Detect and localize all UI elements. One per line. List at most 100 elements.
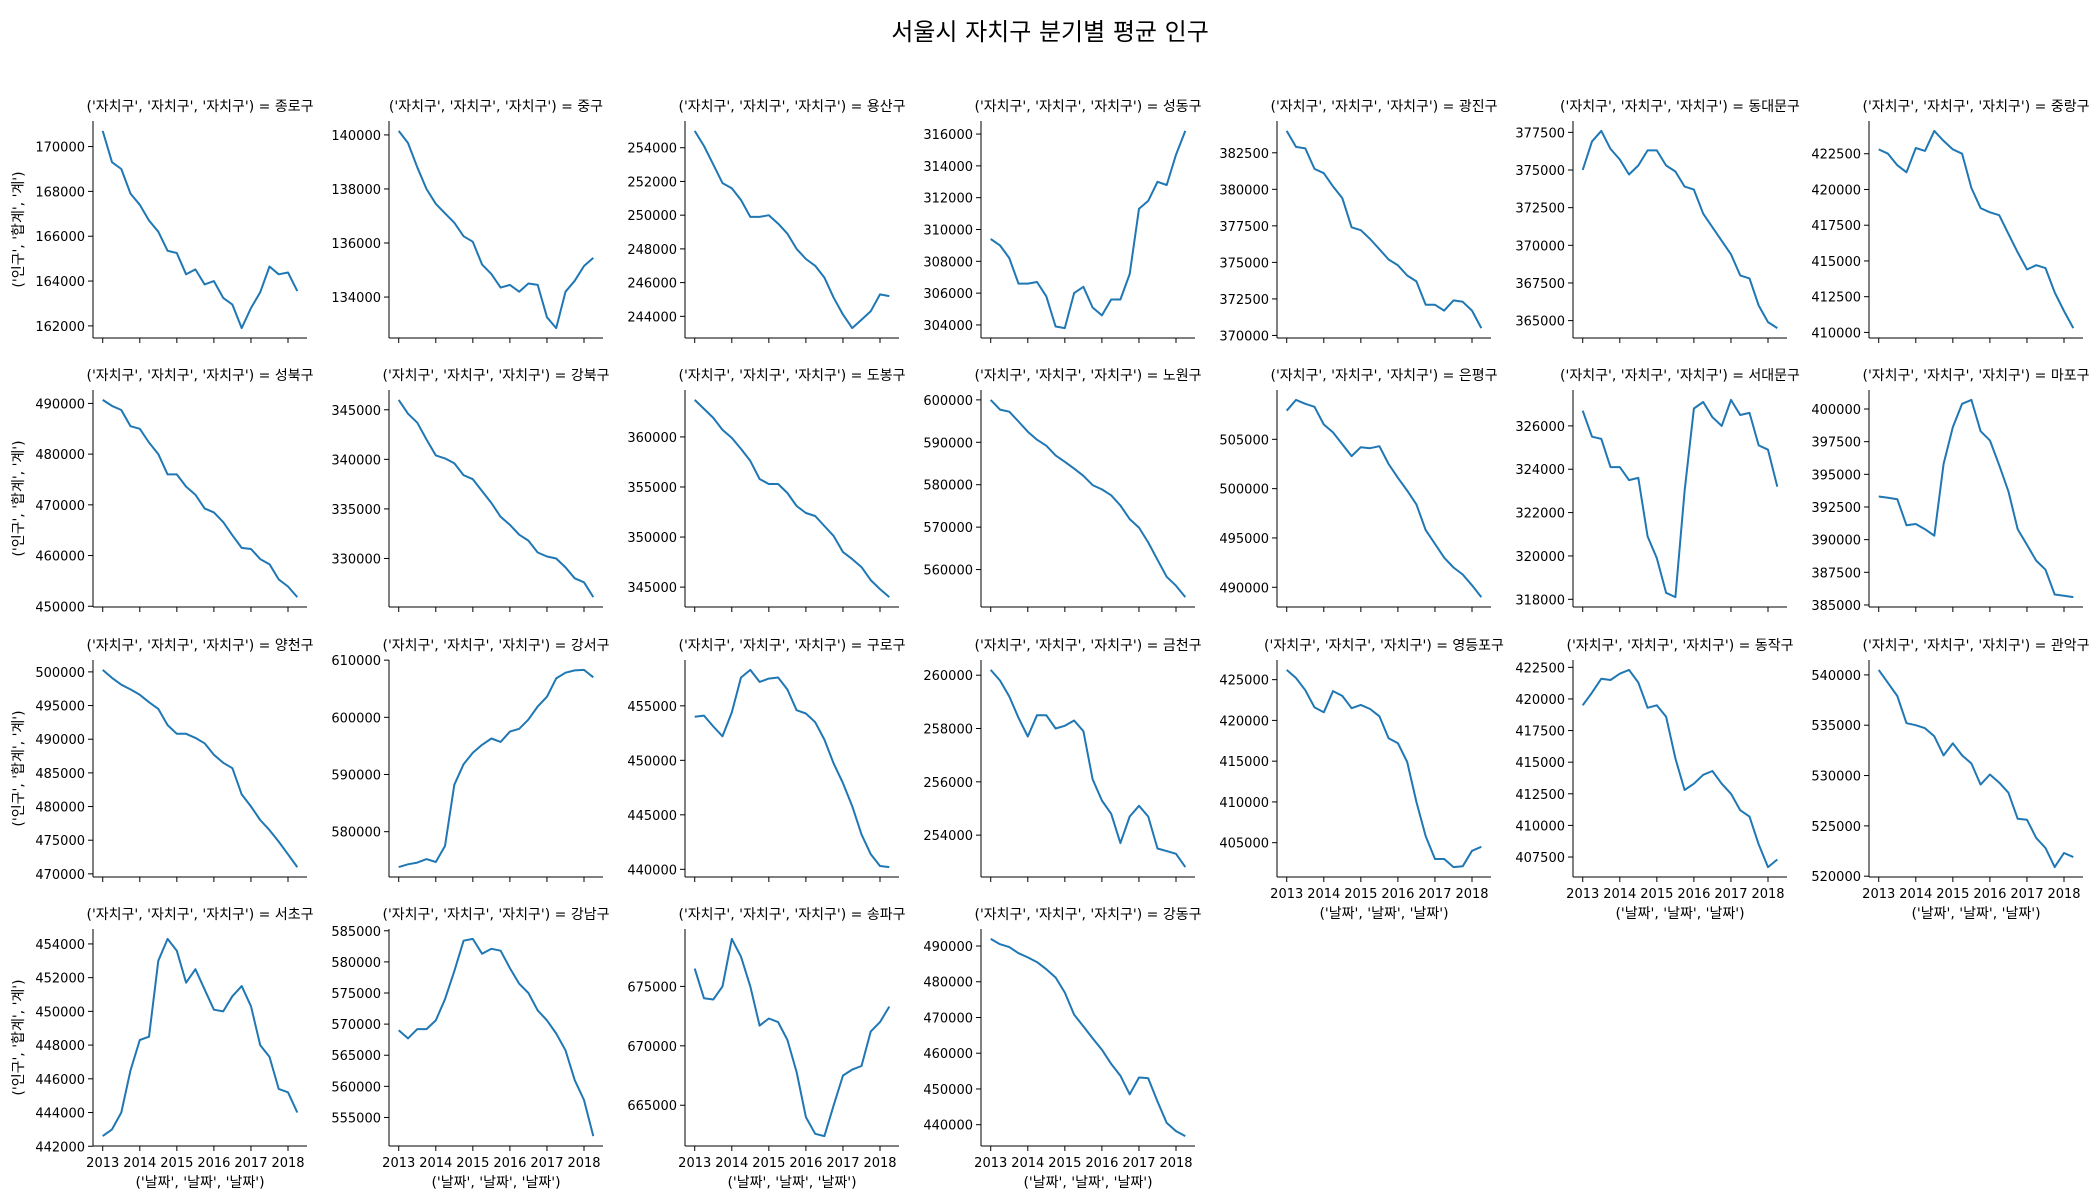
y-tick-label: 417500 [1515,725,1565,740]
y-tick-label: 390000 [1811,534,1861,549]
panel-title: ('자치구', '자치구', '자치구') = 서대문구 [1560,368,1800,384]
y-tick-label: 610000 [331,654,381,669]
y-tick-label: 422500 [1811,148,1861,163]
panel-title: ('자치구', '자치구', '자치구') = 양천구 [86,638,313,654]
y-tick-label: 565000 [331,1049,381,1064]
y-tick-label: 495000 [1219,532,1269,547]
series-line [397,130,594,330]
y-tick-label: 324000 [1515,463,1565,478]
y-tick-label: 670000 [627,1040,677,1055]
y-tick-label: 318000 [1515,593,1565,608]
y-tick-label: 164000 [35,275,85,290]
y-tick-label: 590000 [331,769,381,784]
x-tick-label: 2014 [123,1156,156,1171]
panel-title: ('자치구', '자치구', '자치구') = 구로구 [678,638,905,654]
y-tick-label: 320000 [1515,550,1565,565]
x-tick-label: 2015 [752,1156,785,1171]
x-tick-label: 2016 [1973,887,2006,902]
y-axis-label: ('인구', '합계', '계') [11,710,27,826]
y-tick-label: 452000 [35,972,85,987]
y-tick-label: 400000 [1811,403,1861,418]
x-tick-label: 2015 [1936,887,1969,902]
x-tick-label: 2016 [1085,1156,1118,1171]
x-tick-label: 2017 [2010,887,2043,902]
x-tick-label: 2016 [493,1156,526,1171]
x-tick-label: 2015 [160,1156,193,1171]
y-tick-label: 412500 [1515,788,1565,803]
y-tick-label: 250000 [627,209,677,224]
y-tick-label: 380000 [1219,183,1269,198]
y-tick-label: 454000 [35,938,85,953]
y-tick-label: 407500 [1515,851,1565,866]
panel-title: ('자치구', '자치구', '자치구') = 영등포구 [1264,638,1504,654]
y-tick-label: 470000 [923,1011,973,1026]
series-line [102,669,299,868]
panel-title: ('자치구', '자치구', '자치구') = 성북구 [86,368,313,384]
panel-title: ('자치구', '자치구', '자치구') = 서초구 [86,907,313,923]
x-tick-label: 2017 [1714,887,1747,902]
x-tick-label: 2013 [678,1156,711,1171]
y-tick-label: 304000 [923,319,973,334]
y-tick-label: 375000 [1515,164,1565,179]
series-line [1878,129,2075,329]
y-tick-label: 170000 [35,141,85,156]
panel-title: ('자치구', '자치구', '자치구') = 종로구 [86,99,313,115]
y-tick-label: 387500 [1811,566,1861,581]
y-tick-label: 397500 [1811,436,1861,451]
y-tick-label: 326000 [1515,420,1565,435]
y-tick-label: 412500 [1811,291,1861,306]
y-tick-label: 372500 [1515,202,1565,217]
y-tick-label: 600000 [331,711,381,726]
y-tick-label: 306000 [923,287,973,302]
series-line [1581,398,1779,599]
y-tick-label: 600000 [923,394,973,409]
y-tick-label: 450000 [35,600,85,615]
panel-title: ('자치구', '자치구', '자치구') = 금천구 [974,638,1201,654]
panel-title: ('자치구', '자치구', '자치구') = 중구 [389,99,603,115]
y-tick-label: 375000 [1219,256,1269,271]
y-tick-label: 665000 [627,1099,677,1114]
series-line [693,937,891,1138]
y-tick-label: 500000 [1219,483,1269,498]
series-line [694,399,890,598]
panel-title: ('자치구', '자치구', '자치구') = 노원구 [974,368,1201,384]
y-tick-label: 450000 [627,754,677,769]
y-tick-label: 140000 [331,129,381,144]
y-tick-label: 372500 [1219,293,1269,308]
y-tick-label: 480000 [923,976,973,991]
panel-title: ('자치구', '자치구', '자치구') = 송파구 [678,907,905,923]
panel-title: ('자치구', '자치구', '자치구') = 강동구 [974,907,1201,923]
y-tick-label: 322000 [1515,507,1565,522]
y-tick-label: 350000 [627,531,677,546]
x-tick-label: 2013 [382,1156,415,1171]
series-line [693,130,890,330]
x-tick-label: 2015 [1048,1156,1081,1171]
x-tick-label: 2017 [1418,887,1451,902]
series-line [989,399,1187,598]
y-tick-label: 244000 [627,310,677,325]
x-tick-label: 2017 [826,1156,859,1171]
series-line [990,130,1187,330]
y-tick-label: 335000 [331,503,381,518]
panel-title: ('자치구', '자치구', '자치구') = 관악구 [1862,638,2089,654]
y-tick-label: 377500 [1219,220,1269,235]
series-line [101,130,299,330]
panel-title: ('자치구', '자치구', '자치구') = 용산구 [678,99,905,115]
y-tick-label: 134000 [331,291,381,306]
x-tick-label: 2018 [1751,887,1784,902]
x-tick-label: 2015 [1640,887,1673,902]
x-axis-label: ('날짜', '날짜', '날짜') [1615,906,1744,922]
x-tick-label: 2015 [456,1156,489,1171]
y-tick-label: 377500 [1515,126,1565,141]
y-tick-label: 460000 [923,1047,973,1062]
y-tick-label: 248000 [627,243,677,258]
panel-title: ('자치구', '자치구', '자치구') = 동작구 [1566,638,1793,654]
x-tick-label: 2018 [2047,887,2080,902]
y-tick-label: 310000 [923,224,973,239]
y-tick-label: 365000 [1515,315,1565,330]
y-tick-label: 460000 [35,550,85,565]
x-tick-label: 2014 [715,1156,748,1171]
panel-title: ('자치구', '자치구', '자치구') = 광진구 [1270,99,1497,115]
y-tick-label: 580000 [331,826,381,841]
